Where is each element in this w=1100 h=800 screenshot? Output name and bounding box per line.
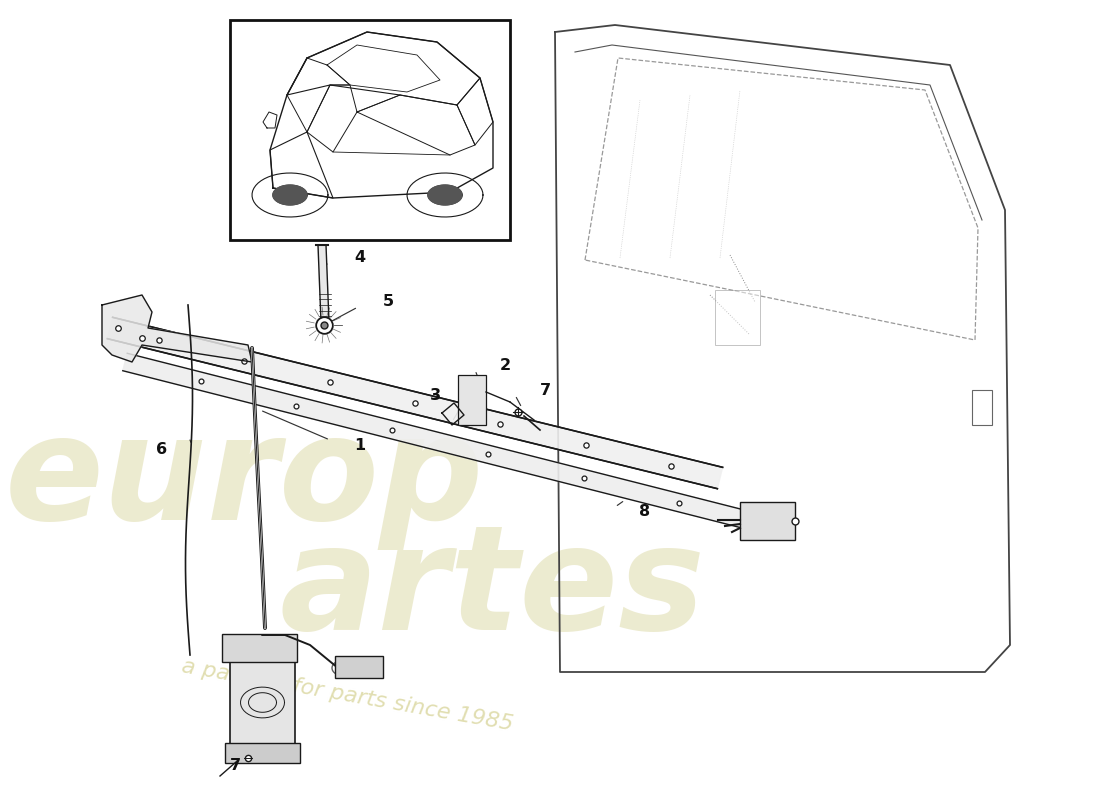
- Polygon shape: [273, 185, 307, 205]
- Bar: [222, 634, 297, 662]
- Bar: [715, 290, 760, 345]
- Text: 8: 8: [639, 505, 650, 519]
- Bar: [458, 375, 486, 425]
- Bar: [336, 656, 383, 678]
- Text: a passion for parts since 1985: a passion for parts since 1985: [180, 656, 515, 734]
- Text: europ: europ: [6, 410, 484, 550]
- Polygon shape: [102, 295, 252, 362]
- Polygon shape: [428, 185, 462, 205]
- Text: artes: artes: [280, 519, 706, 661]
- Text: 7: 7: [539, 382, 551, 398]
- Polygon shape: [318, 245, 329, 322]
- Text: 5: 5: [383, 294, 394, 310]
- Bar: [230, 660, 295, 745]
- Polygon shape: [108, 318, 723, 489]
- Text: 6: 6: [156, 442, 167, 458]
- Text: 7: 7: [230, 758, 241, 773]
- Bar: [226, 743, 300, 763]
- Bar: [230, 20, 510, 240]
- Bar: [972, 390, 992, 425]
- Text: 2: 2: [499, 358, 510, 373]
- Bar: [740, 502, 795, 540]
- Text: 1: 1: [354, 438, 365, 453]
- Text: 3: 3: [429, 387, 441, 402]
- Text: 4: 4: [354, 250, 365, 266]
- Polygon shape: [123, 354, 757, 530]
